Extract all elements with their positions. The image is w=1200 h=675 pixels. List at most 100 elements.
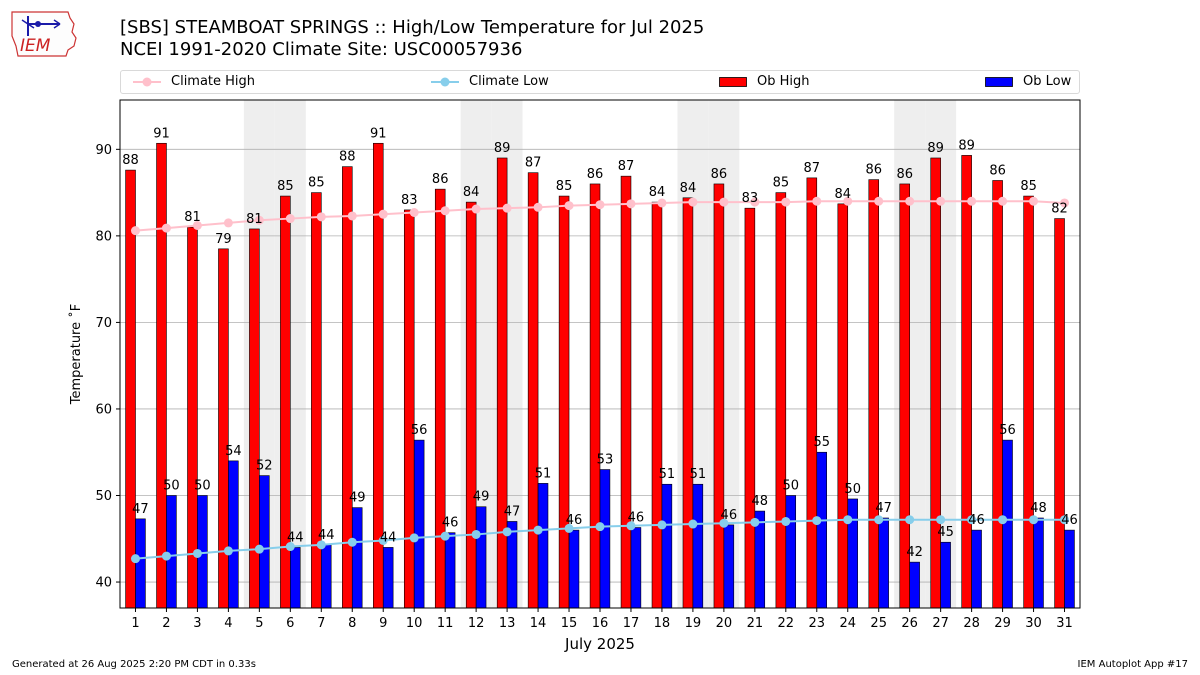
legend-climate-high: Climate High — [133, 74, 255, 90]
xtick-label-23: 23 — [809, 616, 826, 631]
bar-ob-low-12 — [475, 506, 487, 609]
legend-climate-low-marker — [431, 77, 459, 86]
label-ob-low-11: 46 — [442, 516, 459, 531]
xtick-label-21: 21 — [747, 616, 764, 631]
point-climate-low-30 — [1029, 515, 1039, 525]
xtick-label-22: 22 — [778, 616, 795, 631]
point-climate-high-30 — [1029, 196, 1039, 206]
label-ob-high-24: 84 — [835, 187, 852, 202]
point-climate-low-23 — [812, 516, 822, 526]
point-climate-high-13 — [502, 203, 512, 213]
point-climate-low-8 — [347, 537, 357, 547]
label-ob-high-17: 87 — [618, 159, 635, 174]
xtick-label-2: 2 — [162, 616, 170, 631]
point-climate-high-12 — [471, 204, 481, 214]
xtick-label-31: 31 — [1056, 616, 1073, 631]
label-ob-high-14: 87 — [525, 156, 542, 171]
label-ob-high-8: 88 — [339, 150, 356, 165]
bar-ob-high-28 — [961, 155, 972, 609]
bar-ob-high-2 — [156, 142, 167, 609]
bar-ob-high-22 — [775, 192, 787, 609]
chart-title-line1: [SBS] STEAMBOAT SPRINGS :: High/Low Temp… — [120, 17, 705, 38]
label-ob-low-13: 47 — [504, 504, 521, 519]
y-axis-label: Temperature ˚F — [68, 304, 84, 405]
bar-ob-high-27 — [930, 157, 941, 609]
label-ob-low-8: 49 — [349, 491, 366, 506]
label-ob-low-27: 45 — [937, 525, 954, 540]
bar-ob-low-25 — [878, 517, 889, 609]
iem-logo: IEM — [8, 6, 82, 60]
point-climate-low-12 — [471, 529, 481, 539]
footer-app: IEM Autoplot App #17 — [1077, 659, 1188, 670]
label-ob-low-22: 50 — [782, 478, 799, 493]
bar-ob-high-23 — [806, 177, 818, 609]
xtick-label-1: 1 — [131, 616, 139, 631]
point-climate-high-16 — [595, 200, 605, 210]
label-ob-low-28: 46 — [968, 513, 985, 528]
bar-ob-low-29 — [1002, 439, 1013, 609]
point-climate-low-15 — [564, 523, 574, 533]
xtick-label-27: 27 — [932, 616, 949, 631]
ytick-label-90: 90 — [95, 143, 112, 158]
point-climate-high-26 — [905, 196, 915, 206]
label-ob-low-9: 44 — [380, 530, 397, 545]
ytick-label-70: 70 — [95, 316, 112, 331]
label-ob-high-4: 79 — [215, 232, 232, 247]
bar-ob-low-2 — [166, 495, 177, 609]
point-climate-low-14 — [533, 525, 543, 535]
label-ob-low-26: 42 — [906, 545, 923, 560]
label-ob-low-6: 44 — [287, 530, 304, 545]
bar-ob-high-21 — [744, 207, 756, 609]
point-climate-high-10 — [409, 208, 419, 218]
point-climate-high-4 — [223, 218, 233, 228]
xtick-label-5: 5 — [255, 616, 263, 631]
label-ob-high-9: 91 — [370, 126, 387, 141]
label-ob-high-12: 84 — [463, 185, 480, 200]
bar-ob-high-30 — [1023, 195, 1034, 609]
bar-ob-high-1 — [125, 169, 136, 609]
point-climate-high-28 — [967, 196, 977, 206]
label-ob-low-24: 50 — [844, 482, 861, 497]
bar-ob-low-9 — [382, 547, 394, 609]
bar-ob-low-1 — [135, 518, 146, 609]
label-ob-low-1: 47 — [132, 502, 149, 517]
point-climate-high-20 — [719, 197, 729, 207]
label-ob-high-31: 82 — [1051, 202, 1068, 217]
chart-legend: Climate High Climate Low Ob High Ob Low — [120, 70, 1080, 94]
point-climate-low-4 — [223, 546, 233, 556]
label-ob-high-10: 83 — [401, 193, 418, 208]
xtick-label-19: 19 — [685, 616, 702, 631]
point-climate-high-3 — [192, 220, 202, 230]
point-climate-high-31 — [1060, 198, 1070, 208]
xtick-label-26: 26 — [901, 616, 918, 631]
legend-ob-high: Ob High — [719, 74, 810, 90]
point-climate-low-16 — [595, 522, 605, 532]
legend-climate-low: Climate Low — [431, 74, 549, 90]
label-ob-low-3: 50 — [194, 478, 211, 493]
point-climate-high-29 — [998, 196, 1008, 206]
xtick-label-7: 7 — [317, 616, 325, 631]
weather-station-icon — [21, 16, 61, 36]
label-ob-high-27: 89 — [927, 141, 944, 156]
label-ob-low-21: 48 — [752, 494, 769, 509]
xtick-label-20: 20 — [716, 616, 733, 631]
point-climate-low-28 — [967, 515, 977, 525]
point-climate-low-13 — [502, 527, 512, 537]
label-ob-high-2: 91 — [153, 126, 170, 141]
point-climate-high-9 — [378, 209, 388, 219]
label-ob-low-17: 46 — [628, 511, 645, 526]
legend-ob-low-label: Ob Low — [1023, 74, 1072, 89]
point-climate-low-10 — [409, 533, 419, 543]
point-climate-high-23 — [812, 196, 822, 206]
label-ob-low-5: 52 — [256, 459, 273, 474]
bar-ob-low-6 — [290, 547, 301, 609]
ytick-label-50: 50 — [95, 489, 112, 504]
point-climate-high-15 — [564, 201, 574, 211]
bar-ob-low-17 — [630, 527, 642, 609]
point-climate-low-25 — [874, 515, 884, 525]
bar-ob-high-10 — [403, 209, 415, 609]
point-climate-high-2 — [161, 223, 171, 233]
bar-ob-high-19 — [682, 197, 694, 609]
bar-ob-high-25 — [868, 179, 880, 609]
point-climate-low-26 — [905, 515, 915, 525]
